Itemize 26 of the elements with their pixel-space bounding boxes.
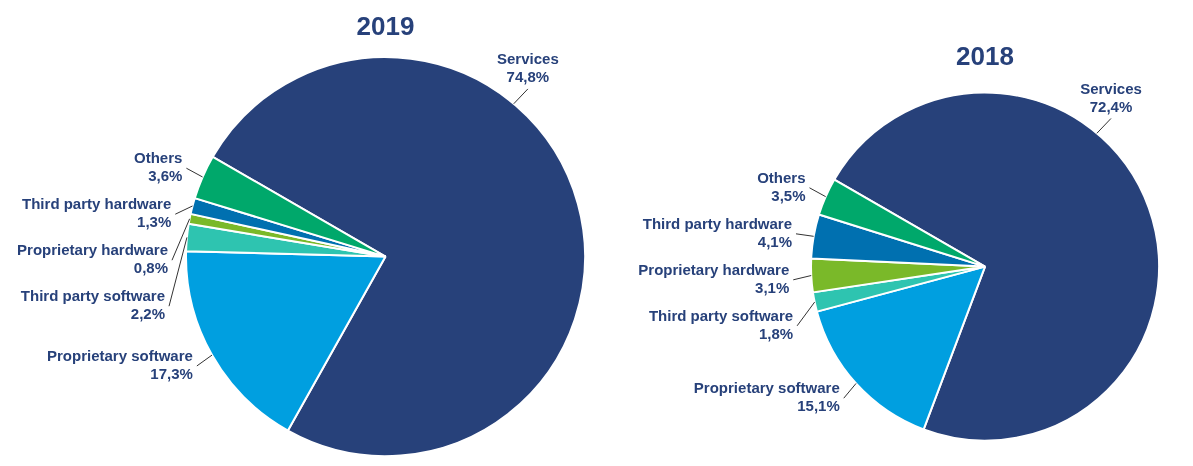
slice-label: Services: [1080, 79, 1142, 97]
data-label: 3,6%: [148, 167, 183, 185]
slice-label: Others: [757, 168, 806, 186]
slice-label: Third party hardware: [642, 214, 792, 232]
data-label: 74,8%: [506, 68, 550, 86]
data-label: 1,3%: [137, 213, 172, 231]
data-label: 72,4%: [1089, 97, 1133, 115]
chart-title: 2019: [356, 10, 415, 41]
slice-label: Proprietary hardware: [638, 260, 790, 278]
data-label: 0,8%: [133, 259, 169, 277]
data-label: 15,1%: [797, 397, 840, 415]
data-label: 1,8%: [758, 324, 794, 342]
data-label: 3,1%: [755, 278, 790, 296]
slice-label: Proprietary software: [693, 379, 840, 397]
slice-label: Third party software: [648, 306, 794, 324]
slice-label: Others: [134, 149, 183, 167]
data-label: 3,5%: [771, 186, 806, 204]
data-label: 17,3%: [150, 365, 193, 383]
data-label: 2,2%: [130, 305, 166, 323]
slice-label: Proprietary hardware: [17, 241, 169, 259]
slice-label: Proprietary software: [46, 347, 193, 365]
slice-label: Third party software: [20, 287, 166, 305]
slice-label: Third party hardware: [22, 195, 172, 213]
slice-label: Services: [497, 50, 559, 68]
data-label: 4,1%: [757, 232, 792, 250]
chart-title: 2018: [956, 40, 1014, 71]
